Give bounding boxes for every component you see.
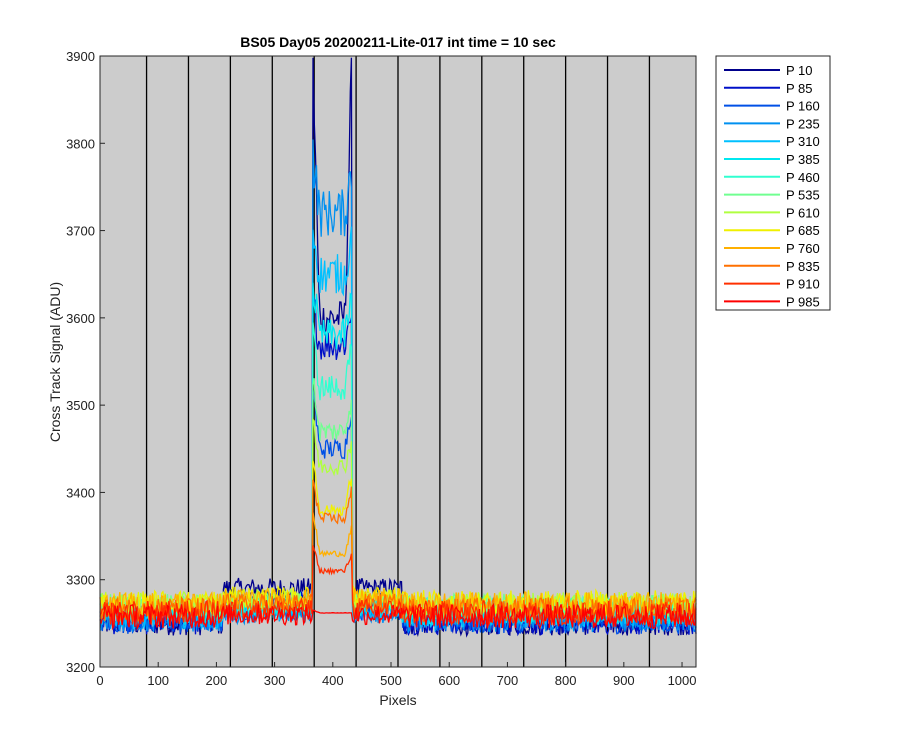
- legend-label: P 385: [786, 152, 820, 167]
- x-tick-label: 1000: [668, 673, 697, 688]
- x-tick-label: 900: [613, 673, 635, 688]
- legend-label: P 160: [786, 99, 820, 114]
- vertical-gridlines: [145, 56, 651, 667]
- y-axis-label: Cross Track Signal (ADU): [47, 282, 63, 442]
- legend-label: P 10: [786, 63, 813, 78]
- legend-box: [715, 55, 831, 311]
- x-axis-label: Pixels: [379, 692, 416, 708]
- y-axis: 3200 3300 3400 3500 3600 3700 3800 3900: [66, 49, 105, 675]
- y-tick-label: 3200: [66, 660, 95, 675]
- x-tick-label: 600: [438, 673, 460, 688]
- x-tick-label: 0: [96, 673, 103, 688]
- x-tick-label: 500: [380, 673, 402, 688]
- plot-frame: [99, 55, 697, 668]
- y-tick-label: 3600: [66, 311, 95, 326]
- chart-title: BS05 Day05 20200211-Lite-017 int time = …: [240, 34, 556, 50]
- series-layer: [99, 57, 697, 638]
- legend-label: P 535: [786, 188, 820, 203]
- y-tick-label: 3800: [66, 136, 95, 151]
- x-tick-label: 100: [147, 673, 169, 688]
- series-line-p-985: [99, 602, 697, 631]
- legend-label: P 460: [786, 170, 820, 185]
- y-tick-label: 3900: [66, 49, 95, 64]
- legend-label: P 685: [786, 223, 820, 238]
- legend-label: P 760: [786, 241, 820, 256]
- y-tick-label: 3500: [66, 398, 95, 413]
- legend-label: P 985: [786, 294, 820, 309]
- series-line-p-760: [99, 512, 697, 619]
- x-tick-label: 200: [206, 673, 228, 688]
- x-tick-label: 300: [264, 673, 286, 688]
- x-tick-label: 700: [497, 673, 519, 688]
- legend-label: P 85: [786, 81, 813, 96]
- x-axis: 0 100 200 300 400 500 600 700 800 900 1000: [96, 662, 696, 688]
- y-tick-label: 3700: [66, 224, 95, 239]
- x-tick-label: 400: [322, 673, 344, 688]
- series-line-p-685: [99, 460, 697, 617]
- legend: P 10 P 85 P 160 P 235 P 310 P 385 P 460 P 535 P …: [715, 55, 831, 311]
- y-tick-label: 3300: [66, 573, 95, 588]
- y-tick-label: 3400: [66, 485, 95, 500]
- legend-label: P 610: [786, 205, 820, 220]
- legend-label: P 835: [786, 259, 820, 274]
- legend-label: P 910: [786, 277, 820, 292]
- legend-label: P 235: [786, 116, 820, 131]
- x-tick-label: 800: [555, 673, 577, 688]
- legend-label: P 310: [786, 134, 820, 149]
